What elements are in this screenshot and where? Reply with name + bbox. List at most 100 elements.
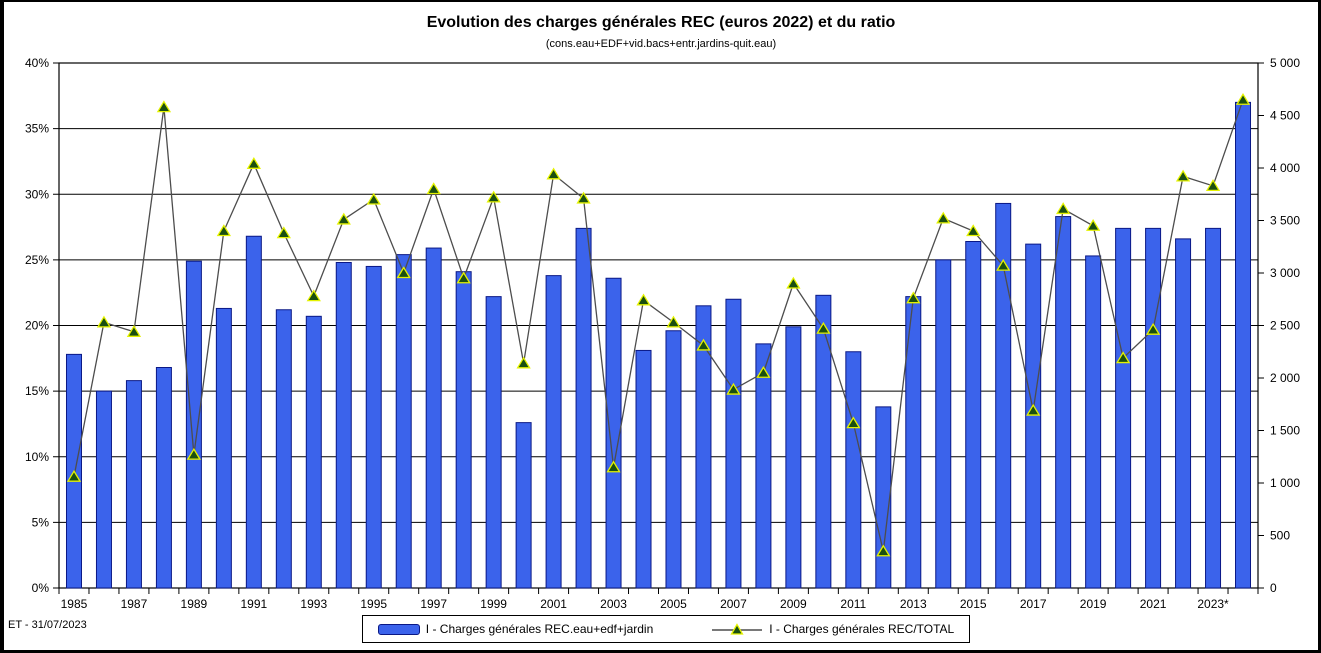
ratio-marker-2006 <box>696 338 711 351</box>
bar-2014 <box>935 259 952 589</box>
bar-1999 <box>485 296 502 589</box>
ratio-marker-1991 <box>246 157 261 169</box>
x-axis-label: 2009 <box>780 597 807 611</box>
bar-2022 <box>1175 238 1192 589</box>
left-axis-label: 25% <box>25 253 49 267</box>
x-axis-label: 2015 <box>960 597 987 611</box>
x-axis-label: 2023* <box>1197 597 1229 611</box>
ratio-marker-2011 <box>846 416 861 429</box>
left-axis-label: 5% <box>32 515 50 529</box>
bar-1991 <box>245 235 262 589</box>
ratio-marker-2015 <box>966 224 981 237</box>
ratio-marker-2009 <box>786 276 801 289</box>
bar-2001 <box>545 275 562 589</box>
left-axis-label: 20% <box>25 319 49 333</box>
x-axis-label: 2011 <box>840 597 866 611</box>
ratio-marker-2000 <box>516 356 531 369</box>
bar-2015 <box>965 241 982 589</box>
bar-2011 <box>845 351 862 589</box>
right-axis-label: 2 500 <box>1270 319 1300 333</box>
left-axis-label: 10% <box>25 450 49 464</box>
ratio-marker-1988 <box>156 100 172 113</box>
bar-1987 <box>125 380 142 589</box>
ratio-marker-1996 <box>396 266 411 279</box>
footer-note: ET - 31/07/2023 <box>8 619 87 631</box>
ratio-marker-2021 <box>1145 322 1161 335</box>
bar-2020 <box>1115 227 1132 589</box>
x-axis-label: 1989 <box>181 597 208 611</box>
x-axis-label: 1987 <box>121 597 148 611</box>
line-series-swatch-icon <box>712 622 763 635</box>
bar-series-swatch-icon <box>377 623 420 635</box>
ratio-marker-2020 <box>1115 351 1131 364</box>
right-axis-label: 2 000 <box>1270 371 1300 385</box>
bar-2006 <box>695 305 712 589</box>
left-axis-label: 0% <box>32 581 50 595</box>
legend-item-line: I - Charges générales REC/TOTAL <box>711 622 954 636</box>
x-axis-label: 1985 <box>61 597 88 611</box>
bar-2005 <box>665 330 682 589</box>
ratio-marker-2018 <box>1056 202 1071 215</box>
bar-1996 <box>395 254 412 589</box>
bar-1986 <box>95 390 112 589</box>
ratio-marker-2022 <box>1175 169 1191 182</box>
bar-2024 <box>1235 101 1252 589</box>
ratio-marker-1995 <box>366 192 381 205</box>
ratio-marker-2007 <box>726 382 741 395</box>
ratio-marker-2016 <box>996 258 1011 271</box>
ratio-marker-2023 <box>1205 179 1221 192</box>
chart-subtitle: (cons.eau+EDF+vid.bacs+entr.jardins-quit… <box>545 38 777 50</box>
right-axis-label: 3 500 <box>1270 214 1300 228</box>
bar-2023 <box>1205 227 1222 589</box>
chart-plot: 0% 5% 10% 15% 20% 25% 30% 35% 40% 0 500 1 000 1 500 2… <box>25 56 1300 611</box>
bar-2004 <box>635 349 652 589</box>
ratio-marker-2005 <box>666 315 681 328</box>
x-axis-label: 2017 <box>1020 597 1047 611</box>
x-axis-label: 2019 <box>1080 597 1107 611</box>
bar-2021 <box>1145 227 1162 589</box>
legend-label-line: I - Charges générales REC/TOTAL <box>769 622 955 636</box>
left-axis-label: 30% <box>25 187 49 201</box>
ratio-marker-1987 <box>126 325 142 337</box>
right-axis-label: 4 000 <box>1270 161 1300 175</box>
ratio-marker-2024 <box>1235 92 1251 105</box>
x-axis-label: 2003 <box>600 597 627 611</box>
ratio-marker-2008 <box>756 365 771 378</box>
legend-item-bars: I - Charges générales REC.eau+edf+jardin <box>377 622 654 636</box>
bar-2012 <box>875 406 892 589</box>
bar-1998 <box>455 271 472 589</box>
bar-1989 <box>185 260 202 589</box>
left-axis-label: 35% <box>25 122 49 136</box>
x-axis-label: 2013 <box>900 597 927 611</box>
bar-2009 <box>785 326 802 589</box>
ratio-marker-2010 <box>816 321 831 334</box>
bar-1997 <box>425 247 442 589</box>
bar-2008 <box>755 343 772 589</box>
bar-1992 <box>275 309 292 589</box>
chart-title: Evolution des charges générales REC (eur… <box>426 14 896 31</box>
ratio-marker-2019 <box>1085 218 1101 231</box>
bar-2017 <box>1025 243 1042 589</box>
x-axis-label: 1991 <box>240 597 267 611</box>
left-axis-label: 15% <box>25 384 49 398</box>
bar-1995 <box>365 265 382 589</box>
right-axis-label: 5 000 <box>1270 56 1300 70</box>
ratio-marker-1985 <box>66 469 82 482</box>
bar-2000 <box>515 422 532 589</box>
ratio-marker-1994 <box>336 212 351 225</box>
legend-label-bars: I - Charges générales REC.eau+edf+jardin <box>425 622 654 636</box>
ratio-marker-2001 <box>546 167 561 180</box>
ratio-line <box>73 99 1244 552</box>
bar-2003 <box>605 277 622 589</box>
x-axis-label: 1993 <box>300 597 327 611</box>
ratio-marker-2012 <box>876 544 891 557</box>
right-axis-label: 3 000 <box>1270 266 1300 280</box>
bar-1990 <box>215 307 232 589</box>
bar-2019 <box>1085 255 1102 589</box>
x-axis-label: 2001 <box>540 597 567 611</box>
ratio-marker-2017 <box>1026 403 1041 416</box>
ratio-marker-2003 <box>606 460 621 473</box>
ratio-marker-1986 <box>96 315 112 328</box>
bar-2007 <box>725 298 742 589</box>
